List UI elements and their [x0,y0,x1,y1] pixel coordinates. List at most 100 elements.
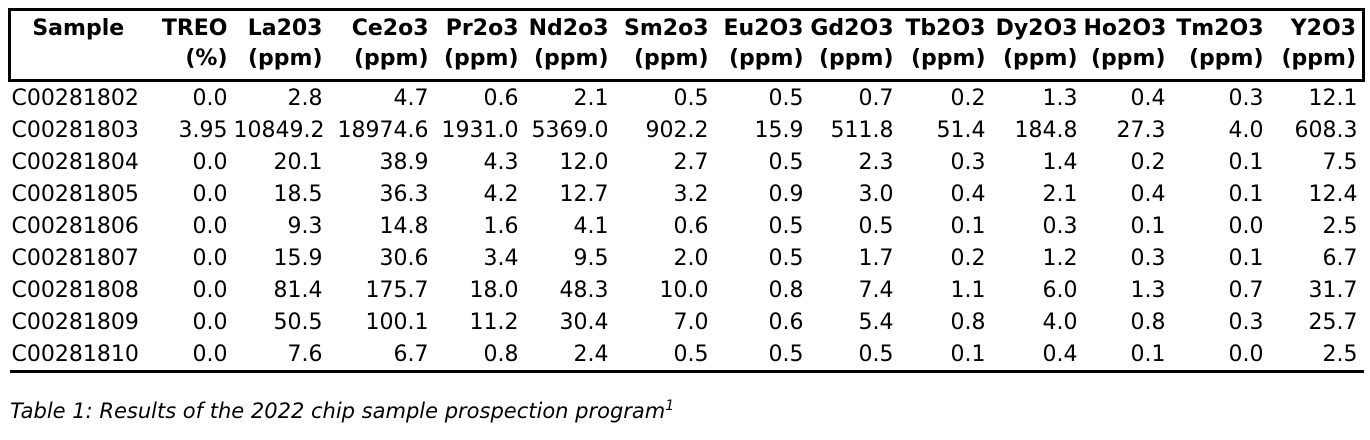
value-cell: 0.0 [192,181,228,207]
table-caption: Table 1: Results of the 2022 chip sample… [10,399,1370,423]
value-cell: 0.0 [192,277,228,303]
column-label: Sm2o3 [624,16,709,41]
value-cell: 2.7 [673,149,709,175]
value-cell: 0.4 [1130,181,1166,207]
value-cell: 0.5 [858,213,894,239]
value-cell: 1.3 [1130,277,1166,303]
sample-id-cell: C00281805 [11,181,139,207]
value-cell: 10.0 [659,277,709,303]
sample-id-cell: C00281806 [11,213,139,239]
value-cell: 0.0 [192,149,228,175]
value-cell: 0.1 [1130,213,1166,239]
value-cell: 0.8 [434,338,525,373]
value-cell: 0.5 [809,338,900,373]
value-cell: 0.5 [768,149,804,175]
value-cell: 0.5 [768,245,804,271]
value-cell: 11.2 [469,309,519,335]
value-cell: 0.3 [1130,245,1166,271]
value-cell: 30.6 [379,245,429,271]
table-row: C00281804 0.0 20.1 38.9 4.3 12.0 2.7 0.5 2.3 0.3 1… [10,146,1364,178]
value-cell: 4.0 [1042,309,1078,335]
column-header-la203: La203 (ppm) [233,8,329,82]
value-cell: 38.9 [379,149,429,175]
table-row: C00281803 3.95 10849.2 18974.6 1931.0 5369.0 9… [10,114,1364,146]
column-label: Tm2O3 [1176,16,1264,41]
value-cell: 902.2 [645,117,709,143]
value-cell: 0.1 [899,338,992,373]
value-cell: 0.3 [1228,309,1264,335]
value-cell: 3.0 [858,181,894,207]
column-label: Dy2O3 [995,16,1078,41]
value-cell: 2.3 [858,149,894,175]
table-row: C00281805 0.0 18.5 36.3 4.2 12.7 3.2 0.9 3.0 0.4 2… [10,178,1364,210]
value-cell: 0.0 [192,213,228,239]
value-cell: 81.4 [273,277,323,303]
value-cell: 1.2 [1042,245,1078,271]
value-cell: 3.95 [178,117,228,143]
value-cell: 2.5 [1269,338,1364,373]
column-label: Eu2O3 [723,16,804,41]
value-cell: 0.3 [1228,85,1264,111]
value-cell: 0.2 [1130,149,1166,175]
table-row: C00281806 0.0 9.3 14.8 1.6 4.1 0.6 0.5 0.5 0.1 0.3… [10,210,1364,242]
value-cell: 1.7 [858,245,894,271]
column-unit: (ppm) [910,46,986,71]
value-cell: 7.0 [673,309,709,335]
value-cell: 31.7 [1308,277,1358,303]
sample-id-cell: C00281810 [9,338,146,373]
value-cell: 10849.2 [233,117,325,143]
column-header-dy2o3: Dy2O3 (ppm) [991,8,1084,82]
table-row: C00281809 0.0 50.5 100.1 11.2 30.4 7.0 0.6 5.4 0.… [10,306,1364,338]
value-cell: 0.1 [950,213,986,239]
column-unit: (ppm) [1188,46,1264,71]
column-label: La203 [247,16,323,41]
value-cell: 0.0 [1228,213,1264,239]
value-cell: 6.0 [1042,277,1078,303]
value-cell: 608.3 [1294,117,1358,143]
column-header-treo: TREO (%) [145,8,234,82]
value-cell: 12.0 [559,149,609,175]
value-cell: 18974.6 [337,117,429,143]
value-cell: 0.4 [950,181,986,207]
value-cell: 4.0 [1228,117,1264,143]
value-cell: 0.0 [145,338,234,373]
value-cell: 0.7 [1228,277,1264,303]
caption-footnote-marker: 1 [665,398,675,414]
sample-id-cell: C00281803 [11,117,139,143]
column-header-y2o3: Y2O3 (ppm) [1269,8,1365,82]
value-cell: 0.2 [950,245,986,271]
column-unit: (ppm) [633,46,709,71]
value-cell: 25.7 [1308,309,1358,335]
value-cell: 12.7 [559,181,609,207]
value-cell: 0.0 [192,85,228,111]
column-header-eu2o3: Eu2O3 (ppm) [714,8,810,82]
value-cell: 0.0 [192,245,228,271]
value-cell: 5369.0 [531,117,609,143]
column-header-nd2o3: Nd2o3 (ppm) [524,8,615,82]
column-unit: (ppm) [353,46,429,71]
value-cell: 511.8 [830,117,894,143]
column-header-pr2o3: Pr2o3 (ppm) [434,8,525,82]
value-cell: 0.1 [1083,338,1172,373]
table-row: C00281807 0.0 15.9 30.6 3.4 9.5 2.0 0.5 1.7 0.2 1.… [10,242,1364,274]
column-unit: (%) [185,46,228,71]
value-cell: 6.7 [1322,245,1358,271]
value-cell: 4.7 [393,85,429,111]
value-cell: 0.4 [1130,85,1166,111]
column-label: Ho2O3 [1083,16,1167,41]
value-cell: 0.1 [1228,149,1264,175]
value-cell: 3.2 [673,181,709,207]
value-cell: 18.5 [273,181,323,207]
value-cell: 9.5 [573,245,609,271]
column-header-tm2o3: Tm2O3 (ppm) [1171,8,1270,82]
value-cell: 0.0 [1171,338,1270,373]
value-cell: 2.5 [1322,213,1358,239]
column-unit: (ppm) [533,46,609,71]
value-cell: 1.4 [1042,149,1078,175]
value-cell: 0.8 [950,309,986,335]
value-cell: 12.4 [1308,181,1358,207]
column-header-ho2o3: Ho2O3 (ppm) [1083,8,1172,82]
value-cell: 1931.0 [441,117,519,143]
value-cell: 0.5 [714,338,810,373]
column-label: Y2O3 [1290,16,1356,41]
